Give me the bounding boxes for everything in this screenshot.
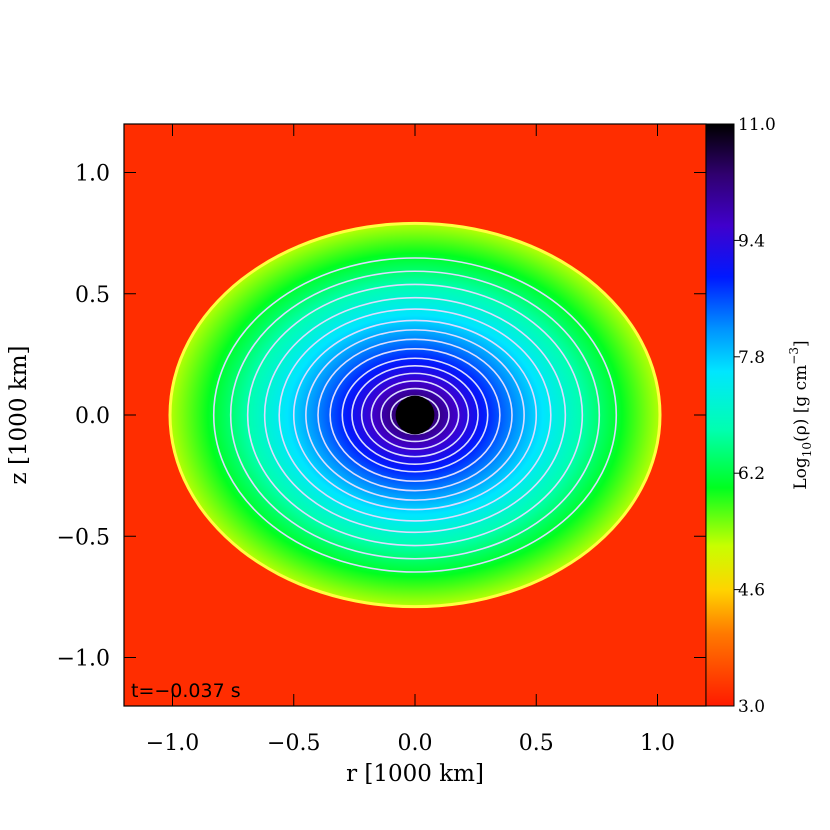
- density-contour: [263, 296, 567, 534]
- x-axis-ticks: −1.0 −0.5 0.0 0.5 1.0: [146, 124, 675, 756]
- x-tick-label: 0.0: [398, 731, 433, 756]
- colorbar-tick-label: 4.6: [738, 581, 765, 601]
- colorbar: [705, 123, 735, 707]
- density-contour: [360, 372, 470, 458]
- density-contour: [317, 338, 513, 492]
- y-tick-label: −1.0: [57, 647, 110, 672]
- x-tick-label: −0.5: [267, 731, 320, 756]
- y-axis-ticks: −1.0 −0.5 0.0 0.5 1.0: [57, 162, 706, 672]
- density-contour: [351, 365, 479, 465]
- density-contour: [370, 380, 460, 450]
- y-tick-label: −0.5: [57, 525, 110, 550]
- density-contour: [305, 329, 525, 501]
- x-tick-label: 1.0: [640, 731, 675, 756]
- density-contour: [292, 319, 538, 511]
- colorbar-tick-label: 11.0: [738, 115, 776, 135]
- colorbar-tick-label: 6.2: [738, 464, 765, 484]
- y-tick-label: 0.0: [75, 404, 110, 429]
- density-contour: [229, 270, 601, 560]
- colorbar-tick-label: 9.4: [738, 231, 765, 251]
- colorbar-label-var: (ρ) [g cm: [791, 365, 811, 442]
- density-contour: [278, 308, 552, 522]
- dense-core: [395, 395, 435, 435]
- y-axis-label: z [1000 km]: [6, 346, 32, 485]
- colorbar-label-sup: −3: [787, 347, 801, 365]
- density-contours: [212, 257, 618, 573]
- x-axis-label: r [1000 km]: [346, 761, 484, 787]
- colorbar-label-suffix: ]: [791, 340, 811, 347]
- colorbar-tick-label: 7.8: [738, 348, 765, 368]
- colorbar-label-sub: 10: [800, 442, 814, 457]
- x-tick-label: 0.5: [519, 731, 554, 756]
- colorbar-label-prefix: Log: [791, 457, 811, 490]
- density-contour: [329, 347, 501, 483]
- plot-area: [124, 124, 706, 706]
- density-contour: [341, 357, 489, 473]
- density-contour: [212, 257, 618, 573]
- colorbar-ticks: 3.0 4.6 6.2 7.8 9.4 11.0: [734, 115, 776, 717]
- density-contour: [246, 283, 584, 547]
- y-tick-label: 0.5: [75, 283, 110, 308]
- time-annotation: t=−0.037 s: [131, 680, 241, 702]
- colorbar-tick-label: 3.0: [738, 697, 765, 717]
- y-tick-label: 1.0: [75, 162, 110, 187]
- colorbar-label: Log10(ρ) [g cm−3]: [787, 340, 814, 489]
- density-contour: [380, 387, 450, 443]
- x-tick-label: −1.0: [146, 731, 199, 756]
